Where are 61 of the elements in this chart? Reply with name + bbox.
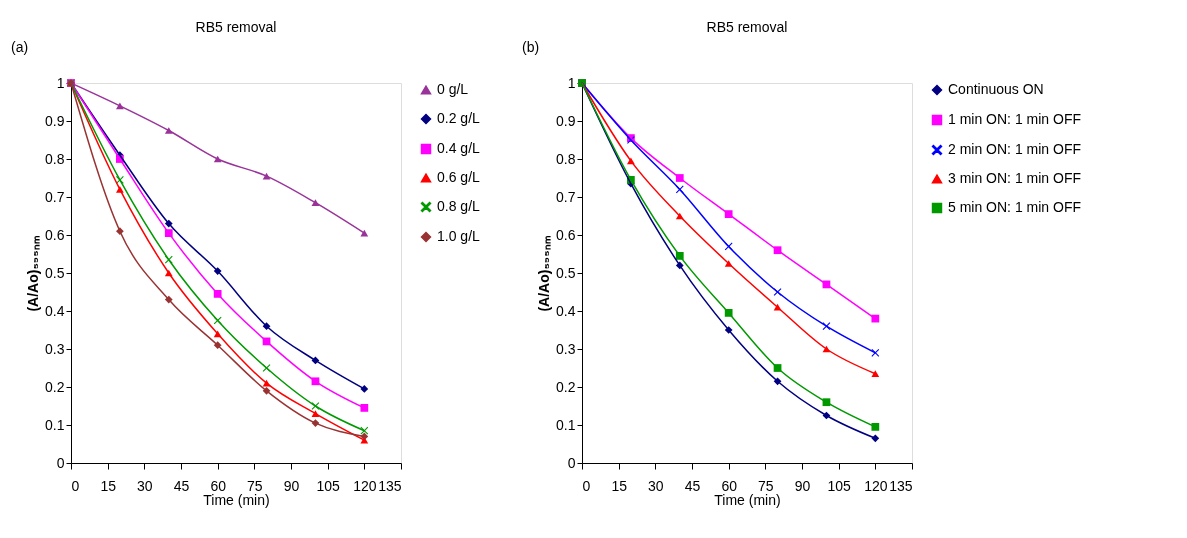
legend-label: 5 min ON: 1 min OFF	[948, 199, 1082, 215]
y-tick-label: 0.4	[45, 302, 65, 319]
y-tick-label: 0.3	[45, 340, 65, 357]
x-tick-label: 0	[582, 477, 591, 494]
y-tick-label: 0.5	[556, 264, 576, 281]
y-tick-label: 0	[567, 454, 576, 471]
x-tick-label: 105	[316, 477, 341, 494]
x-tick-label: 15	[100, 477, 117, 494]
x-tick-label: 135	[378, 477, 402, 494]
y-tick-label: 0.7	[556, 188, 576, 205]
chart-title: RB5 removal	[195, 19, 277, 35]
y-tick-label: 0.8	[556, 150, 576, 167]
chart-title: RB5 removal	[706, 19, 788, 35]
legend-label: 1.0 g/L	[437, 228, 481, 244]
y-axis-title: (A/Ao)₅₉₅ₙₘ	[536, 235, 553, 312]
legend-label: 0 g/L	[437, 81, 469, 97]
x-axis-title: Time (min)	[203, 491, 270, 508]
y-tick-label: 0.6	[45, 226, 65, 243]
y-tick-label: 1	[56, 74, 65, 91]
x-tick-label: 135	[889, 477, 913, 494]
y-tick-label: 0	[56, 454, 65, 471]
x-tick-label: 0	[71, 477, 80, 494]
x-tick-label: 75	[247, 477, 263, 494]
x-tick-label: 15	[611, 477, 628, 494]
x-tick-label: 60	[721, 477, 738, 494]
x-tick-label: 120	[864, 477, 888, 494]
y-tick-label: 0.1	[556, 416, 576, 433]
y-tick-label: 0.4	[556, 302, 576, 319]
y-tick-label: 0.9	[556, 112, 576, 129]
x-axis-title: Time (min)	[714, 491, 781, 508]
x-tick-label: 60	[210, 477, 227, 494]
legend-label: 0.4 g/L	[437, 140, 481, 156]
x-tick-label: 45	[684, 477, 701, 494]
y-tick-label: 0.1	[45, 416, 65, 433]
y-axis-title: (A/Ao)₅₉₅ₙₘ	[25, 235, 42, 312]
y-tick-label: 0.2	[45, 378, 65, 395]
legend-label: Continuous ON	[948, 81, 1044, 97]
x-tick-label: 90	[283, 477, 300, 494]
legend-label: 0.2 g/L	[437, 110, 481, 126]
x-tick-label: 30	[137, 477, 153, 494]
legend-label: 1 min ON: 1 min OFF	[948, 111, 1082, 127]
y-tick-label: 0.5	[45, 264, 65, 281]
text: (a)	[11, 39, 29, 55]
y-tick-label: 0.3	[556, 340, 576, 357]
y-tick-label: 0.6	[556, 226, 576, 243]
x-tick-label: 105	[827, 477, 852, 494]
x-tick-label: 90	[794, 477, 811, 494]
x-tick-label: 45	[173, 477, 190, 494]
y-tick-label: 1	[567, 74, 576, 91]
x-tick-label: 120	[353, 477, 377, 494]
y-tick-label: 0.9	[45, 112, 65, 129]
text: (b)	[522, 39, 540, 55]
legend-label: 0.8 g/L	[437, 198, 481, 214]
legend-label: 0.6 g/L	[437, 169, 481, 185]
y-tick-label: 0.8	[45, 150, 65, 167]
x-tick-label: 30	[648, 477, 664, 494]
y-tick-label: 0.7	[45, 188, 65, 205]
legend-label: 2 min ON: 1 min OFF	[948, 141, 1082, 157]
legend-label: 3 min ON: 1 min OFF	[948, 170, 1082, 186]
x-tick-label: 75	[758, 477, 774, 494]
y-tick-label: 0.2	[556, 378, 576, 395]
